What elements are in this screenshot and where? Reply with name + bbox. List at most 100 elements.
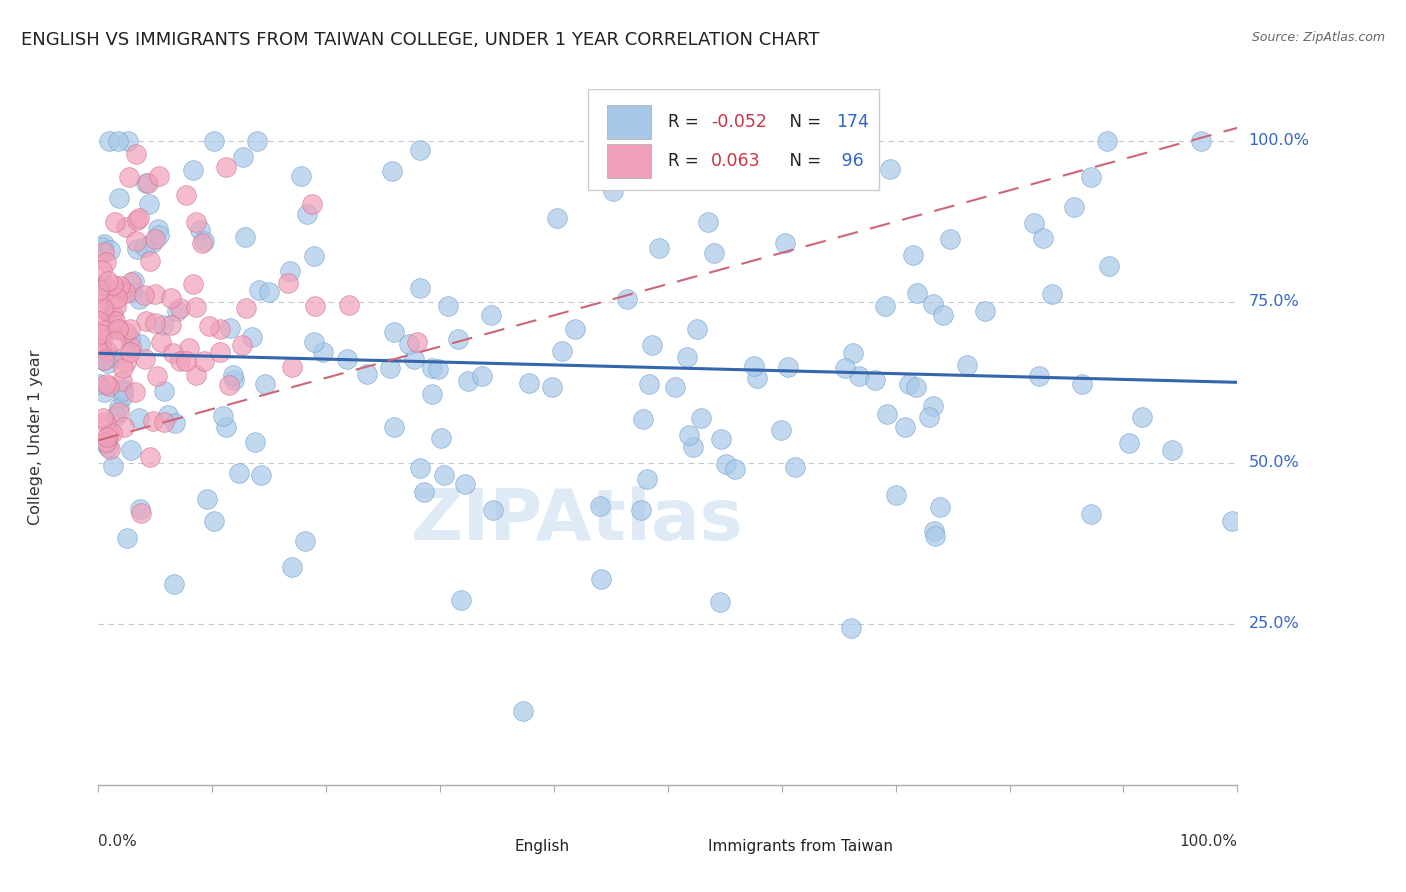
- Point: [512, 704, 534, 718]
- Point: [1095, 134, 1118, 148]
- Point: [1189, 134, 1212, 148]
- Point: [98, 442, 121, 457]
- Point: [294, 534, 316, 549]
- Point: [138, 254, 160, 268]
- Point: [301, 196, 323, 211]
- FancyBboxPatch shape: [668, 836, 700, 856]
- Point: [682, 440, 704, 454]
- Point: [128, 411, 150, 425]
- Point: [1098, 259, 1121, 273]
- Point: [235, 301, 257, 315]
- Text: 96: 96: [837, 152, 865, 169]
- Text: 25.0%: 25.0%: [1249, 616, 1299, 632]
- Point: [588, 500, 610, 514]
- Point: [94, 377, 117, 392]
- Point: [120, 340, 142, 354]
- Point: [233, 229, 256, 244]
- Point: [115, 531, 138, 545]
- Point: [153, 415, 176, 429]
- Point: [101, 458, 124, 473]
- Point: [246, 134, 269, 148]
- Point: [382, 420, 405, 434]
- Point: [517, 376, 540, 390]
- Point: [118, 332, 141, 346]
- Point: [120, 443, 142, 458]
- Point: [769, 423, 792, 437]
- Text: 50.0%: 50.0%: [1249, 455, 1299, 470]
- Point: [551, 343, 574, 358]
- Point: [112, 382, 135, 396]
- Point: [630, 502, 652, 516]
- Point: [107, 322, 129, 336]
- Point: [413, 484, 436, 499]
- Point: [222, 373, 245, 387]
- Point: [191, 235, 214, 250]
- Text: R =: R =: [668, 152, 709, 169]
- Point: [1028, 369, 1050, 384]
- Point: [546, 211, 568, 226]
- Text: College, Under 1 year: College, Under 1 year: [28, 350, 44, 524]
- Point: [232, 150, 254, 164]
- Point: [134, 240, 156, 254]
- Text: -0.052: -0.052: [711, 113, 768, 131]
- Point: [91, 411, 114, 425]
- Point: [848, 369, 870, 384]
- Point: [118, 322, 141, 336]
- Point: [257, 285, 280, 299]
- Point: [93, 322, 115, 336]
- Point: [122, 274, 145, 288]
- Point: [540, 380, 562, 394]
- Point: [120, 345, 142, 359]
- Point: [336, 351, 359, 366]
- Point: [876, 407, 898, 421]
- Point: [398, 337, 420, 351]
- Point: [420, 360, 443, 375]
- Point: [111, 388, 134, 402]
- Point: [138, 197, 160, 211]
- Point: [97, 356, 120, 370]
- Point: [437, 299, 460, 313]
- Text: N =: N =: [779, 113, 827, 131]
- Point: [337, 298, 360, 312]
- Point: [697, 215, 720, 229]
- Point: [1070, 377, 1092, 392]
- Point: [94, 437, 117, 451]
- Point: [242, 330, 264, 344]
- Point: [1040, 287, 1063, 301]
- Point: [125, 146, 148, 161]
- Point: [108, 191, 131, 205]
- Point: [104, 299, 127, 313]
- Point: [169, 301, 191, 315]
- Point: [93, 287, 115, 301]
- Point: [107, 134, 129, 148]
- Text: Immigrants from Taiwan: Immigrants from Taiwan: [707, 838, 893, 854]
- Point: [312, 345, 335, 359]
- Point: [703, 246, 725, 260]
- Point: [215, 420, 238, 434]
- Point: [616, 292, 638, 306]
- Text: English: English: [515, 838, 569, 854]
- Point: [219, 321, 242, 335]
- Point: [254, 376, 277, 391]
- FancyBboxPatch shape: [607, 145, 651, 178]
- Point: [117, 134, 139, 148]
- Point: [212, 409, 235, 423]
- Point: [107, 322, 129, 336]
- Point: [143, 232, 166, 246]
- Point: [193, 353, 215, 368]
- Point: [107, 405, 129, 419]
- Point: [447, 332, 470, 346]
- Point: [94, 415, 117, 429]
- Point: [96, 430, 118, 444]
- Point: [686, 321, 709, 335]
- Point: [169, 353, 191, 368]
- Point: [110, 284, 132, 298]
- Point: [90, 240, 112, 254]
- Point: [184, 368, 207, 383]
- Point: [165, 416, 187, 430]
- Point: [104, 215, 127, 229]
- Point: [974, 304, 997, 318]
- Point: [433, 467, 456, 482]
- Point: [115, 326, 138, 340]
- Point: [689, 411, 711, 425]
